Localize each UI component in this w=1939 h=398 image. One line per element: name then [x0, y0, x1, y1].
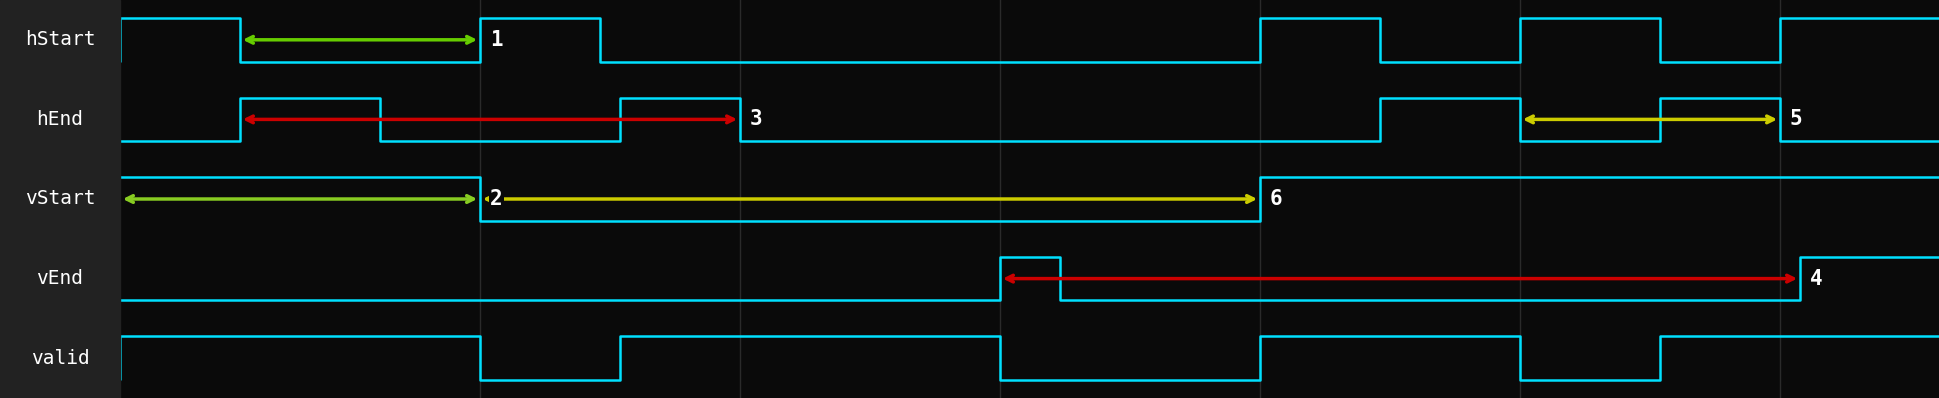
Text: 5: 5	[1790, 109, 1801, 129]
Bar	[0, 0, 120, 398]
Text: vStart: vStart	[25, 189, 95, 209]
Text: vEnd: vEnd	[37, 269, 83, 288]
Text: 1: 1	[491, 30, 502, 50]
Text: valid: valid	[31, 349, 89, 368]
Text: 3: 3	[750, 109, 762, 129]
Text: 4: 4	[1809, 269, 1821, 289]
Text: hStart: hStart	[25, 30, 95, 49]
Text: 6: 6	[1270, 189, 1282, 209]
Text: hEnd: hEnd	[37, 110, 83, 129]
Text: 2: 2	[491, 189, 502, 209]
